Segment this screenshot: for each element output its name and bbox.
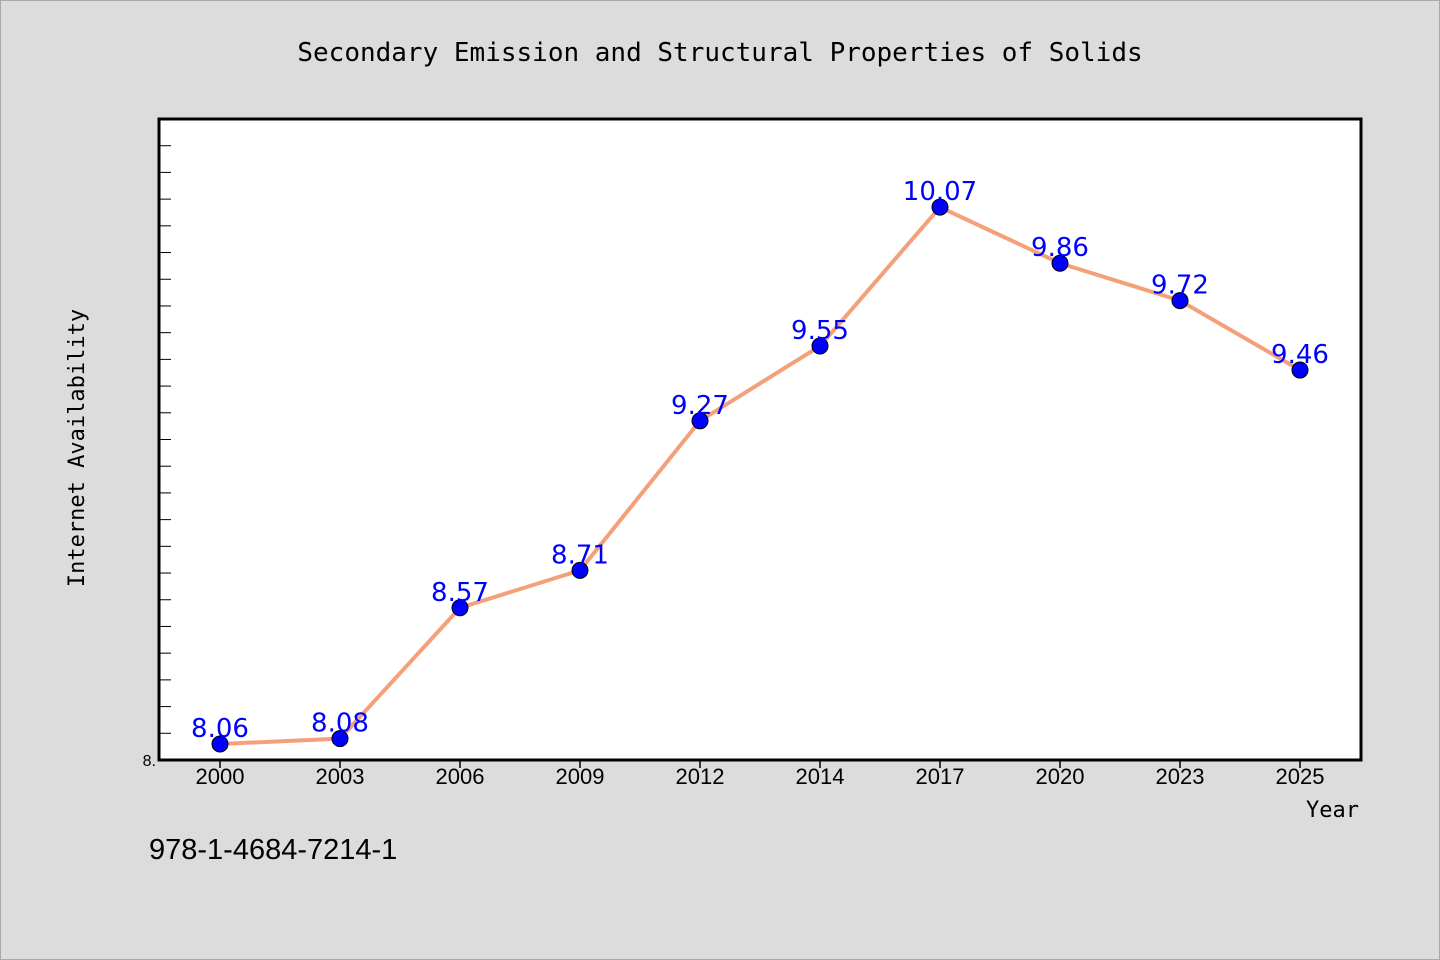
data-label: 9.27 bbox=[671, 391, 729, 421]
data-label: 8.57 bbox=[431, 578, 489, 608]
x-tick-label: 2023 bbox=[1156, 764, 1205, 789]
y-axis-title: Internet Availability bbox=[65, 309, 90, 587]
x-tick-label: 2020 bbox=[1036, 764, 1085, 789]
x-tick-label: 2003 bbox=[316, 764, 365, 789]
data-point bbox=[571, 561, 589, 579]
data-point bbox=[1051, 254, 1069, 272]
data-label: 8.08 bbox=[311, 709, 369, 739]
data-point bbox=[1171, 292, 1189, 310]
y-axis-ticks: 8. bbox=[143, 145, 171, 770]
data-point bbox=[1291, 361, 1309, 379]
x-tick-label: 2006 bbox=[436, 764, 485, 789]
x-tick-label: 2000 bbox=[196, 764, 245, 789]
x-tick-label: 2012 bbox=[676, 764, 725, 789]
data-point bbox=[811, 337, 829, 355]
plot-area bbox=[157, 117, 1363, 762]
data-point bbox=[691, 412, 709, 430]
series-line-group bbox=[218, 205, 1302, 746]
data-label: 8.06 bbox=[191, 714, 249, 744]
data-label: 9.55 bbox=[791, 316, 849, 346]
x-tick-label: 2025 bbox=[1276, 764, 1325, 789]
y-tick-label: 8. bbox=[143, 753, 156, 770]
series-line bbox=[218, 205, 1302, 746]
data-label: 8.71 bbox=[551, 540, 609, 570]
x-tick-label: 2017 bbox=[916, 764, 965, 789]
x-axis-title: Year bbox=[1306, 798, 1359, 823]
data-label: 9.46 bbox=[1271, 340, 1329, 370]
x-tick-label: 2009 bbox=[556, 764, 605, 789]
data-point bbox=[931, 198, 949, 216]
data-markers bbox=[211, 198, 1309, 753]
x-axis-ticks: 2000 2003 2006 2009 2012 2014 2017 2020 2023 2025 bbox=[196, 760, 1325, 789]
x-tick-label: 2014 bbox=[796, 764, 845, 789]
data-label: 9.72 bbox=[1151, 271, 1209, 301]
data-label-group: 8.06 8.08 8.57 8.71 9.27 9.55 10.07 9.86 9.72 9.4… bbox=[191, 177, 1329, 744]
data-label: 9.86 bbox=[1031, 233, 1089, 263]
isbn-footer: 978-1-4684-7214-1 bbox=[149, 834, 398, 866]
data-label: 10.07 bbox=[903, 177, 977, 207]
data-point bbox=[211, 735, 229, 753]
data-point bbox=[451, 599, 469, 617]
data-point bbox=[331, 730, 349, 748]
chart-title: Secondary Emission and Structural Proper… bbox=[297, 38, 1142, 68]
